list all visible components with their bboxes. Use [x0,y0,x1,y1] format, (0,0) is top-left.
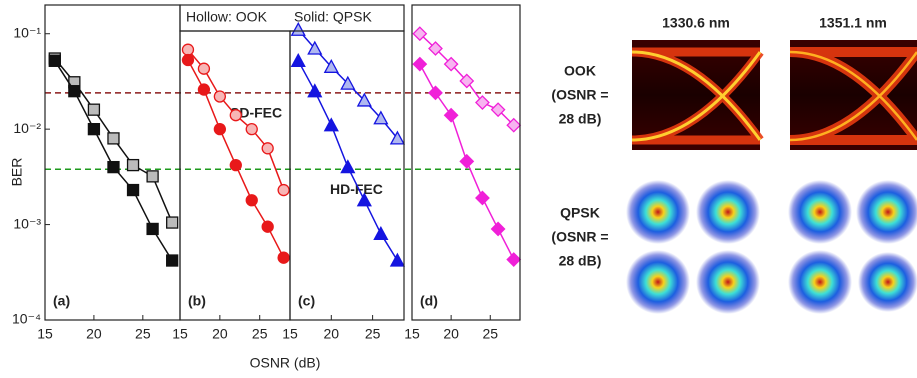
marker [476,96,489,109]
marker [147,223,158,234]
marker [167,217,178,228]
marker [292,23,305,35]
panel-frame [290,31,404,320]
marker [308,85,321,97]
marker [182,55,193,66]
marker [230,110,241,121]
row-label: (OSNR = [551,229,608,245]
marker [445,109,458,122]
marker [374,227,387,239]
marker [182,44,193,55]
marker [167,255,178,266]
marker [391,254,404,266]
row-label: 28 dB) [559,253,602,269]
panel-label: (b) [188,293,206,309]
y-tick-label: 10⁻⁴ [12,311,41,327]
x-tick-label: 25 [252,326,268,342]
marker [341,161,354,173]
marker [278,252,289,263]
marker [69,86,80,97]
marker [262,221,273,232]
x-tick-label: 15 [404,326,420,342]
legend-text: Hollow: OOK [186,9,268,25]
marker [292,54,305,66]
marker [147,171,158,182]
row-label: 28 dB) [559,111,602,127]
panel-label: (a) [53,293,70,309]
x-tick-label: 15 [37,326,53,342]
y-axis-label: BER [9,158,25,187]
marker [507,253,520,266]
x-tick-label: 20 [212,326,228,342]
marker [108,162,119,173]
x-tick-label: 15 [282,326,298,342]
x-tick-label: 15 [172,326,188,342]
marker [460,155,473,168]
marker [128,160,139,171]
eye-diagram-1 [632,40,760,150]
x-tick-label: 20 [443,326,459,342]
y-tick-label: 10⁻³ [13,215,41,231]
marker [262,143,273,154]
panel-label: (d) [420,293,438,309]
x-tick-label: 20 [324,326,340,342]
x-tick-label: 25 [135,326,151,342]
marker [230,160,241,171]
marker [325,119,338,131]
eye-diagram-2 [790,40,917,150]
marker [278,185,289,196]
marker [429,86,442,99]
marker [492,222,505,235]
y-tick-label: 10⁻¹ [13,24,41,40]
marker [88,104,99,115]
marker [413,58,426,71]
marker [88,124,99,135]
marker [214,91,225,102]
constellations [626,180,917,314]
x-tick-label: 25 [365,326,381,342]
panel-label: (c) [298,293,315,309]
marker [214,124,225,135]
legend-text: Solid: QPSK [294,9,372,25]
row-label: OOK [564,63,596,79]
column-header: 1351.1 nm [819,15,887,31]
marker [246,195,257,206]
column-header: 1330.6 nm [662,15,730,31]
x-tick-label: 25 [482,326,498,342]
x-axis-label: OSNR (dB) [250,355,321,371]
row-label: QPSK [560,205,600,221]
x-tick-label: 20 [86,326,102,342]
marker [246,124,257,135]
marker [476,191,489,204]
marker [108,133,119,144]
y-tick-label: 10⁻² [13,120,41,136]
row-label: (OSNR = [551,87,608,103]
marker [49,55,60,66]
marker [128,185,139,196]
marker [198,63,209,74]
marker [198,84,209,95]
figure: 1330.6 nm 1351.1 nm OOK (OSNR = 28 dB) Q… [0,0,917,378]
